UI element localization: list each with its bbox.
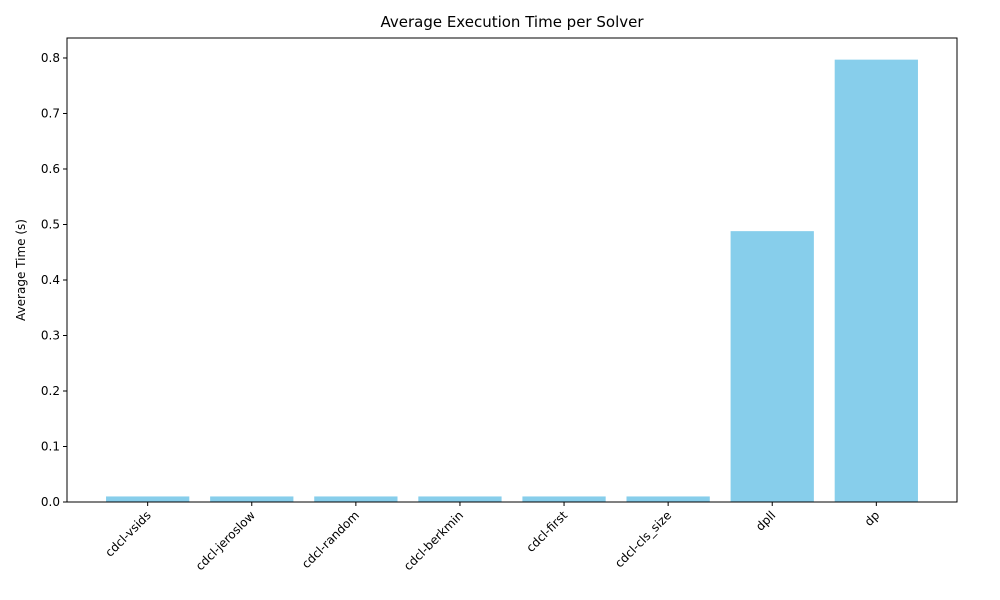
y-tick-label: 0.6 xyxy=(41,162,60,176)
y-tick-label: 0.7 xyxy=(41,106,60,120)
bar-cdcl-berkmin xyxy=(418,496,502,502)
bar-cdcl-jeroslow xyxy=(210,496,294,502)
plot-frame xyxy=(66,37,958,503)
chart-title: Average Execution Time per Solver xyxy=(380,13,644,31)
y-tick-label: 0.1 xyxy=(41,439,60,453)
y-tick-label: 0.8 xyxy=(41,51,60,65)
y-axis-title: Average Time (s) xyxy=(14,219,28,321)
x-tick-label-cdcl-first: cdcl-first xyxy=(524,508,571,555)
y-tick-label: 0.4 xyxy=(41,273,60,287)
bar-dpll xyxy=(730,231,814,503)
y-tick-label: 0.5 xyxy=(41,217,60,231)
y-axis: 0.0 0.1 0.2 0.3 0.4 0.5 0.6 0.7 0.8 xyxy=(41,51,67,509)
y-tick-label: 0.3 xyxy=(41,328,60,342)
y-tick-label: 0.0 xyxy=(41,495,60,509)
x-tick-label-cdcl-berkmin: cdcl-berkmin xyxy=(401,508,466,573)
x-axis: cdcl-vsids cdcl-jeroslow cdcl-random cdcl-b… xyxy=(102,502,882,573)
x-tick-label-cdcl-jeroslow: cdcl-jeroslow xyxy=(193,508,258,573)
y-tick-label: 0.2 xyxy=(41,384,60,398)
x-tick-label-cdcl-vsids: cdcl-vsids xyxy=(102,508,153,559)
bar-cdcl-cls_size xyxy=(626,496,710,502)
x-tick-label-cdcl-cls_size: cdcl-cls_size xyxy=(612,508,674,570)
x-tick-label-cdcl-random: cdcl-random xyxy=(299,508,362,571)
bars-layer xyxy=(106,59,918,503)
bar-cdcl-random xyxy=(314,496,398,502)
bar-dp xyxy=(834,59,918,502)
bar-cdcl-vsids xyxy=(106,496,190,502)
bar-cdcl-first xyxy=(522,496,606,502)
x-tick-label-dp: dp xyxy=(862,508,883,529)
x-tick-label-dpll: dpll xyxy=(753,508,778,533)
